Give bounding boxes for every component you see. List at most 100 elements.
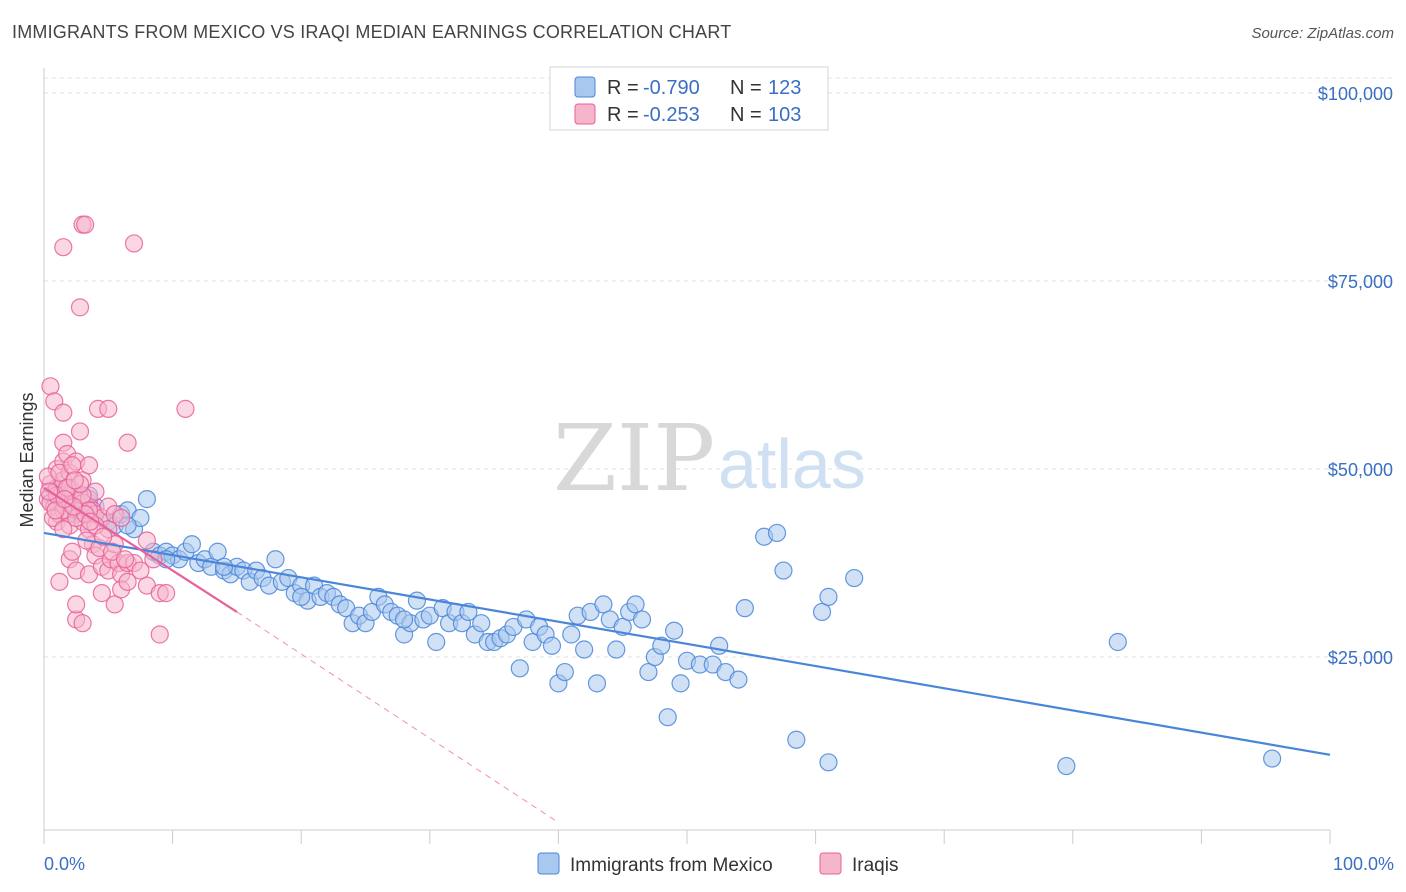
iraqi-point-58 (105, 595, 124, 614)
data-points (38, 215, 1282, 776)
mexico-point-97 (671, 674, 690, 693)
x-tick-right: 100.0% (1333, 854, 1394, 874)
mexico-point-103 (729, 670, 748, 689)
mexico-point-115 (1263, 749, 1282, 768)
y-tick-label-1: $50,000 (1328, 460, 1393, 480)
iraqi-point-102 (94, 527, 113, 546)
legend-n-value-1: 123 (768, 77, 801, 99)
mexico-point-96 (665, 621, 684, 640)
legend-r-label-2: R = (607, 104, 639, 126)
source-credit: Source: ZipAtlas.com (1251, 25, 1394, 42)
mexico-point-79 (555, 662, 574, 682)
iraqi-point-50 (92, 584, 111, 603)
mexico-point-94 (652, 636, 671, 655)
mexico-point-80 (562, 625, 581, 644)
legend-box (549, 66, 829, 131)
mexico-point-121 (214, 557, 234, 576)
trend-lines (43, 486, 1331, 823)
mexico-point-110 (819, 587, 838, 606)
legend-swatch-blue (574, 76, 596, 98)
bottom-legend-label-mexico: Immigrants from Mexico (570, 855, 773, 876)
mexico-point-104 (735, 599, 754, 618)
mexico-point-25 (208, 542, 227, 561)
iraqi-point-14 (54, 238, 73, 257)
mexico-trend-line (43, 531, 1331, 756)
y-tick-label-0: $25,000 (1328, 648, 1393, 668)
mexico-point-123 (394, 610, 414, 629)
iraqi-point-22 (63, 542, 82, 561)
mexico-point-95 (658, 708, 677, 727)
mexico-point-90 (626, 595, 645, 614)
iraqi-point-95 (115, 550, 135, 569)
mexico-point-72 (510, 659, 529, 678)
mexico-point-92 (639, 662, 658, 682)
mexico-point-59 (427, 632, 446, 652)
iraqi-point-64 (118, 572, 137, 591)
bottom-legend-label-iraqis: Iraqis (852, 855, 898, 876)
iraqi-point-39 (79, 456, 99, 475)
axes (43, 68, 1331, 844)
y-axis-title: Median Earnings (17, 392, 37, 527)
legend-n-label-1: N = (730, 77, 762, 99)
legend-n-value-2: 103 (768, 104, 801, 126)
iraqi-point-9 (50, 572, 69, 591)
iraqi-trend-extension (236, 611, 559, 823)
iraqi-point-72 (157, 584, 176, 603)
iraqi-point-2 (41, 377, 60, 396)
mexico-point-111 (845, 568, 864, 588)
iraqi-point-28 (67, 595, 86, 614)
mexico-point-66 (472, 614, 491, 633)
iraqi-trend-line (43, 486, 238, 613)
mexico-point-108 (787, 730, 806, 749)
correlation-legend: R = -0.790 N = 123 R = -0.253 N = 103 (549, 66, 829, 131)
legend-n-label-2: N = (730, 104, 762, 126)
mexico-point-77 (542, 636, 562, 655)
mexico-point-107 (774, 561, 793, 580)
mexico-point-113 (1057, 756, 1076, 776)
y-tick-labels: $25,000 $50,000 $75,000 $100,000 (1318, 84, 1393, 668)
iraqi-point-35 (73, 614, 92, 633)
iraqi-point-86 (63, 456, 82, 475)
iraqi-point-37 (76, 215, 95, 234)
iraqi-point-65 (118, 433, 137, 452)
mexico-point-56 (407, 591, 427, 610)
mexico-point-112 (819, 753, 838, 772)
iraqi-point-74 (176, 399, 195, 418)
iraqi-point-60 (112, 508, 131, 528)
mexico-point-21 (182, 535, 201, 554)
iraqi-point-90 (54, 520, 73, 539)
iraqi-point-31 (70, 298, 90, 317)
iraqi-point-100 (65, 471, 84, 490)
mexico-point-84 (587, 674, 607, 693)
iraqi-point-73 (150, 625, 169, 644)
iraqi-point-66 (124, 234, 144, 253)
mexico-point-82 (575, 640, 594, 659)
iraqi-point-15 (54, 403, 73, 422)
mexico-point-114 (1108, 632, 1127, 652)
mexico-point-14 (137, 490, 156, 509)
legend-swatch-pink (574, 103, 596, 125)
y-tick-label-2: $75,000 (1328, 272, 1393, 292)
y-tick-label-3: $100,000 (1318, 84, 1393, 104)
mexico-point-91 (632, 610, 652, 629)
mexico-point-109 (812, 602, 832, 622)
bottom-legend-swatch-mexico (537, 852, 560, 875)
chart-title: IMMIGRANTS FROM MEXICO VS IRAQI MEDIAN E… (12, 22, 732, 42)
bottom-legend-swatch-iraqis (819, 852, 842, 875)
iraqi-point-68 (137, 531, 156, 550)
legend-r-value-1: -0.790 (643, 77, 700, 99)
iraqi-point-54 (99, 399, 118, 418)
mexico-point-34 (266, 550, 285, 569)
series-legend: Immigrants from Mexico Iraqis (537, 852, 898, 876)
mexico-point-85 (594, 595, 613, 614)
watermark-zip: ZIP (553, 405, 715, 512)
legend-r-label-1: R = (607, 77, 639, 99)
x-tick-left: 0.0% (44, 854, 85, 874)
mexico-point-106 (767, 523, 787, 543)
mexico-point-122 (292, 587, 311, 606)
legend-r-value-2: -0.253 (643, 104, 700, 126)
iraqi-point-101 (81, 512, 100, 531)
watermark: ZIP atlas (553, 405, 866, 512)
iraqi-point-96 (131, 561, 150, 580)
